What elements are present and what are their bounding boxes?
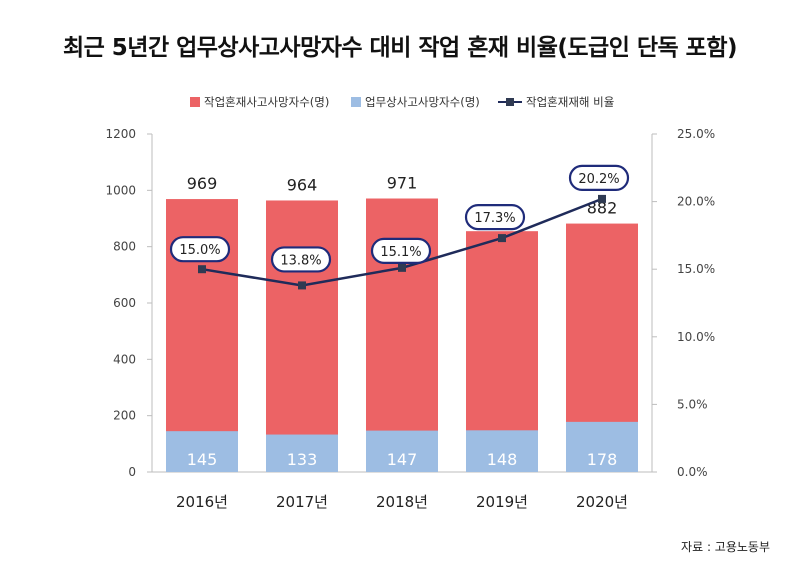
ratio-label: 20.2% [578, 172, 619, 187]
x-tick-label: 2017년 [276, 493, 328, 511]
ratio-point [598, 194, 606, 203]
ratio-label: 17.3% [474, 211, 515, 226]
ratio-point [298, 281, 306, 290]
legend-line-marker-icon [498, 97, 522, 107]
legend-swatch-red [190, 97, 200, 107]
legend-label: 작업혼재재해 비율 [526, 95, 615, 109]
bar-blue [566, 421, 638, 472]
bar-blue [466, 430, 538, 472]
right-tick-label: 20.0% [677, 195, 715, 209]
x-tick-label: 2019년 [476, 493, 528, 511]
bar-value-label-inner: 147 [387, 450, 418, 469]
ratio-label: 13.8% [280, 253, 321, 268]
bar-value-label: 882 [587, 199, 618, 218]
right-tick-label: 0.0% [677, 465, 708, 479]
left-tick-label: 1200 [105, 127, 136, 141]
chart-title: 최근 5년간 업무상사고사망자수 대비 작업 혼재 비율(도급인 단독 포함) [62, 35, 738, 61]
left-tick-label: 400 [113, 352, 136, 366]
legend-label: 업무상사고사망자수(명) [365, 95, 480, 109]
legend-label: 작업혼재사고사망자수(명) [204, 95, 330, 109]
bar-value-label: 969 [187, 174, 218, 193]
legend-swatch-blue [351, 97, 361, 107]
ratio-point [398, 263, 406, 272]
left-tick-label: 800 [113, 240, 136, 254]
right-tick-label: 15.0% [677, 262, 715, 276]
bar-value-label-inner: 178 [587, 450, 618, 469]
legend-item-accident-deaths: 작업혼재사고사망자수(명) [190, 94, 329, 110]
bar-value-label: 971 [387, 174, 418, 193]
bar-value-label-inner: 148 [487, 450, 518, 469]
ratio-label-bubble [464, 204, 526, 231]
ratio-point [498, 234, 506, 243]
bar-red [266, 200, 338, 472]
x-tick-label: 2020년 [576, 493, 628, 511]
bar-blue [266, 434, 338, 472]
x-tick-label: 2016년 [176, 493, 228, 511]
left-tick-label: 0 [128, 465, 136, 479]
x-tick-label: 2018년 [376, 493, 428, 511]
ratio-label: 15.1% [380, 245, 421, 260]
legend-item-ratio: 작업혼재재해 비율 [498, 94, 614, 110]
ratio-label: 15.0% [179, 243, 220, 258]
source-note: 자료 : 고용노동부 [681, 540, 770, 554]
legend-item-work-deaths: 업무상사고사망자수(명) [351, 94, 480, 110]
chart-legend: 작업혼재사고사망자수(명) 업무상사고사망자수(명) 작업혼재재해 비율 [0, 94, 800, 114]
right-tick-label: 25.0% [677, 127, 715, 141]
bar-value-label-inner: 133 [287, 450, 318, 469]
bar-value-label-inner: 145 [187, 450, 218, 469]
left-tick-label: 1000 [105, 183, 136, 197]
bar-blue [166, 431, 238, 472]
ratio-label-bubble [568, 164, 630, 191]
ratio-point [198, 265, 206, 274]
ratio-label-bubble [169, 236, 231, 263]
ratio-label-bubble [270, 246, 332, 273]
right-tick-label: 10.0% [677, 330, 715, 344]
bar-value-label: 964 [287, 175, 318, 194]
right-tick-label: 5.0% [677, 397, 708, 411]
bar-blue [366, 430, 438, 472]
left-tick-label: 200 [113, 409, 136, 423]
ratio-label-bubble [370, 237, 432, 264]
left-tick-label: 600 [113, 296, 136, 310]
